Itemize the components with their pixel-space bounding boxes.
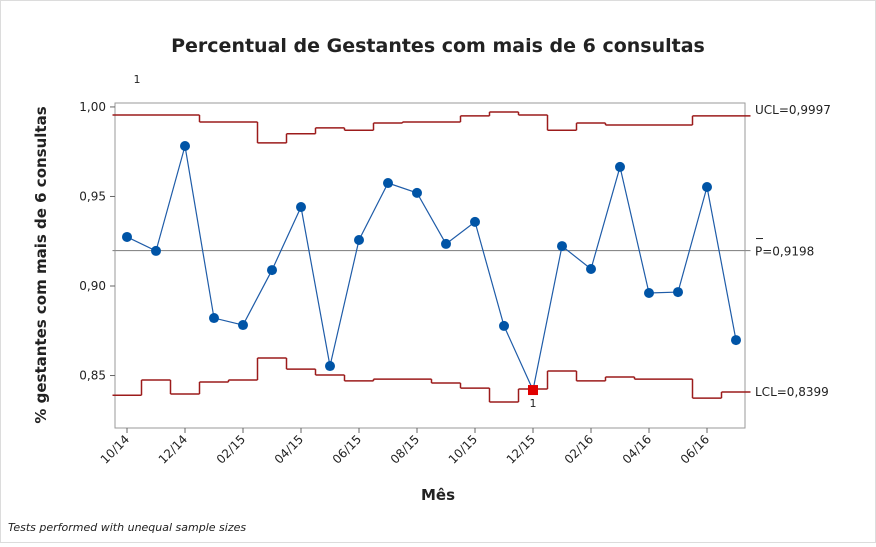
data-point: [354, 234, 364, 245]
chart-title: Percentual de Gestantes com mais de 6 co…: [171, 35, 705, 57]
footnote: Tests performed with unequal sample size…: [8, 521, 246, 534]
data-point: [673, 287, 683, 298]
data-point: [412, 187, 422, 198]
data-point: [644, 287, 654, 298]
y-tick-label: 0,85: [79, 369, 106, 383]
y-tick-label: 1,00: [79, 100, 106, 114]
data-point: [731, 335, 741, 346]
y-tick-label: 0,95: [79, 189, 106, 203]
data-point: [586, 263, 596, 274]
y-axis-label: % gestantes com mais de 6 consultas: [32, 106, 50, 423]
y-tick-label: 0,90: [79, 279, 106, 293]
center-label: P=0,9198: [755, 245, 814, 259]
data-point: [296, 202, 306, 213]
data-point: [325, 361, 335, 372]
data-point: [180, 140, 190, 151]
lcl-label: LCL=0,8399: [755, 385, 829, 399]
data-point: [151, 245, 161, 256]
data-point: [238, 320, 248, 331]
x-axis-label: Mês: [421, 486, 455, 504]
data-point: [470, 216, 480, 227]
data-point: [702, 181, 712, 192]
data-point: [383, 178, 393, 189]
test-flag: 1: [530, 397, 537, 410]
ucl-label: UCL=0,9997: [755, 103, 831, 117]
data-point: [267, 265, 277, 276]
data-line: [126, 145, 737, 392]
data-point: [615, 161, 625, 172]
data-point: [499, 320, 509, 331]
data-point: [441, 238, 451, 249]
plot-frame: [114, 102, 746, 429]
data-point: [209, 313, 219, 324]
data-point: [122, 231, 132, 242]
data-point: [557, 241, 567, 252]
flagged-point: [528, 385, 538, 396]
test-flag: 1: [134, 73, 141, 86]
